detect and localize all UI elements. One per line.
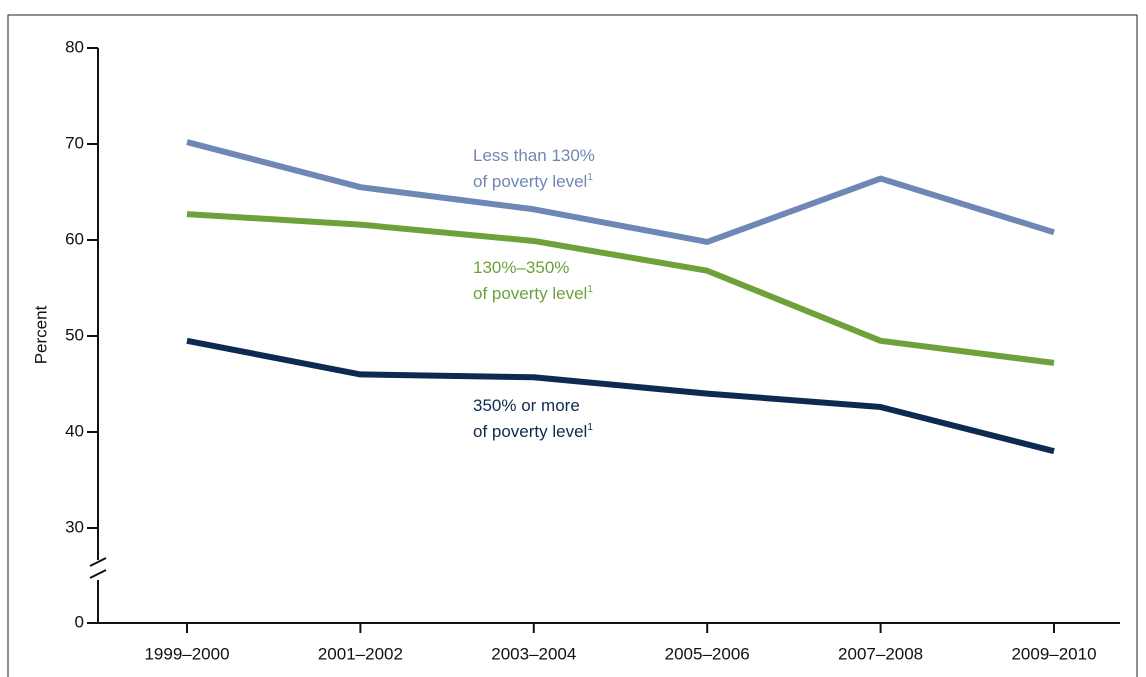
y-axis-title: Percent (31, 305, 50, 364)
y-tick-label: 60 (65, 229, 84, 248)
series-line (186, 139, 1055, 245)
x-tick-label: 2007–2008 (838, 644, 923, 663)
footnote-mark: 1 (587, 284, 593, 295)
series-line (186, 211, 1055, 366)
axis-break (89, 557, 107, 579)
series-label: Less than 130% (473, 146, 595, 165)
series-label: of poverty level1 (473, 284, 593, 304)
series-label-text: of poverty level (473, 422, 587, 441)
series-label: of poverty level1 (473, 422, 593, 442)
series-label: 130%–350% (473, 258, 569, 277)
series-label-text: of poverty level (473, 172, 587, 191)
x-tick-label: 1999–2000 (144, 644, 229, 663)
x-tick-label: 2003–2004 (491, 644, 576, 663)
y-tick-label: 40 (65, 421, 84, 440)
series-line (186, 337, 1055, 455)
x-tick-label: 2005–2006 (665, 644, 750, 663)
footnote-mark: 1 (587, 172, 593, 183)
y-tick-label: 0 (75, 612, 84, 631)
series-label-text: Less than 130% (473, 146, 595, 165)
y-tick-label: 80 (65, 37, 84, 56)
frame (7, 14, 1138, 677)
series-label: 350% or more (473, 396, 580, 415)
y-tick-label: 30 (65, 517, 84, 536)
series-label-text: of poverty level (473, 284, 587, 303)
x-tick-label: 2009–2010 (1011, 644, 1096, 663)
series-label-text: 350% or more (473, 396, 580, 415)
y-tick-label: 50 (65, 325, 84, 344)
footnote-mark: 1 (587, 422, 593, 433)
x-tick-label: 2001–2002 (318, 644, 403, 663)
series-label: of poverty level1 (473, 172, 593, 192)
y-tick-label: 70 (65, 133, 84, 152)
series-label-text: 130%–350% (473, 258, 569, 277)
